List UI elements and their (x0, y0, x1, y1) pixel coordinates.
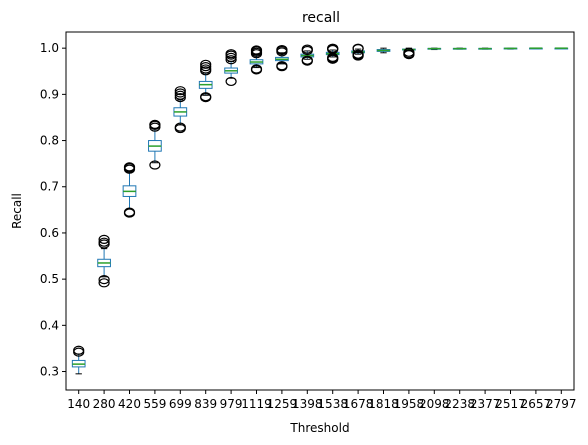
outlier-point (225, 52, 237, 63)
x-tick-label: 2098 (419, 397, 450, 411)
x-tick-label: 1818 (368, 397, 399, 411)
y-tick-label: 0.9 (40, 87, 59, 101)
outlier-point (276, 44, 288, 55)
box-1818 (376, 47, 391, 54)
outlier-point (174, 88, 186, 98)
outlier-point (327, 43, 339, 53)
y-tick-label: 0.3 (40, 365, 59, 379)
box-420 (122, 162, 137, 218)
outlier-point (73, 345, 85, 355)
outlier-point (301, 55, 313, 65)
y-tick-label: 0.5 (40, 272, 59, 286)
plot-area (71, 43, 569, 375)
y-tick-label: 0.6 (40, 226, 59, 240)
outlier-point (123, 207, 136, 217)
box-1958 (402, 47, 416, 60)
x-tick-label: 699 (169, 397, 192, 411)
outlier-point (123, 162, 136, 172)
box-699 (173, 86, 188, 134)
outlier-point (149, 160, 161, 170)
x-tick-label: 2657 (521, 397, 552, 411)
outlier-point (250, 64, 263, 74)
x-tick-label: 2797 (546, 397, 577, 411)
box-280 (97, 234, 111, 288)
outlier-point (174, 86, 186, 96)
x-axis-title: Threshold (289, 421, 349, 435)
y-axis-title: Recall (10, 193, 24, 229)
y-axis: 0.3 0.4 0.5 0.6 0.7 0.8 0.9 1.0 (40, 41, 66, 379)
x-tick-label: 1678 (343, 397, 374, 411)
outlier-point (200, 64, 212, 74)
x-tick-label: 2517 (495, 397, 526, 411)
outlier-point (352, 49, 364, 59)
outlier-point (174, 122, 186, 132)
x-tick-label: 1538 (317, 397, 348, 411)
outlier-point (174, 92, 186, 103)
y-tick-label: 0.8 (40, 134, 59, 148)
chart-title: recall (302, 10, 340, 26)
x-tick-label: 1958 (394, 397, 425, 411)
outlier-point (250, 45, 263, 55)
outlier-point (98, 234, 110, 245)
x-tick-label: 979 (220, 397, 243, 411)
outlier-point (352, 43, 364, 53)
x-axis: 140 280 420 559 699 839 9791119125913981538167… (67, 390, 577, 411)
outlier-point (225, 55, 237, 65)
x-tick-label: 2238 (444, 397, 475, 411)
box-2377 (478, 47, 492, 50)
box-2797 (554, 47, 569, 50)
box-2517 (503, 47, 518, 50)
y-tick-label: 0.4 (40, 318, 59, 332)
outlier-point (98, 278, 110, 288)
y-tick-label: 1.0 (40, 41, 59, 55)
box-140 (71, 345, 86, 375)
outlier-point (174, 90, 186, 100)
x-tick-label: 140 (67, 397, 90, 411)
x-tick-label: 839 (194, 397, 217, 411)
box-1678 (351, 43, 365, 61)
x-tick-label: 280 (93, 397, 116, 411)
x-tick-label: 2377 (470, 397, 501, 411)
outlier-point (225, 49, 237, 59)
outlier-point (200, 92, 212, 102)
box-1259 (275, 44, 289, 72)
x-tick-label: 1259 (267, 397, 298, 411)
y-tick-label: 0.7 (40, 180, 59, 194)
x-tick-label: 1119 (241, 397, 272, 411)
plot-frame (65, 31, 575, 391)
box-979 (224, 49, 238, 87)
outlier-point (225, 76, 237, 87)
outlier-point (200, 59, 212, 69)
box-2238 (452, 47, 467, 50)
box-2657 (529, 47, 543, 50)
box-1398 (300, 44, 315, 66)
box-559 (148, 119, 162, 170)
x-tick-label: 1398 (292, 397, 323, 411)
x-tick-label: 559 (143, 397, 166, 411)
outlier-point (276, 61, 288, 71)
box-1119 (249, 45, 264, 75)
outlier-point (98, 274, 110, 285)
box-2098 (427, 47, 442, 51)
x-tick-label: 420 (118, 397, 141, 411)
outlier-point (403, 47, 415, 57)
box-839 (198, 59, 213, 103)
outlier-point (149, 119, 161, 129)
box-1538 (325, 43, 340, 64)
outlier-point (301, 44, 313, 54)
outlier-point (98, 237, 110, 247)
outlier-point (200, 62, 212, 72)
outlier-point (98, 239, 110, 249)
